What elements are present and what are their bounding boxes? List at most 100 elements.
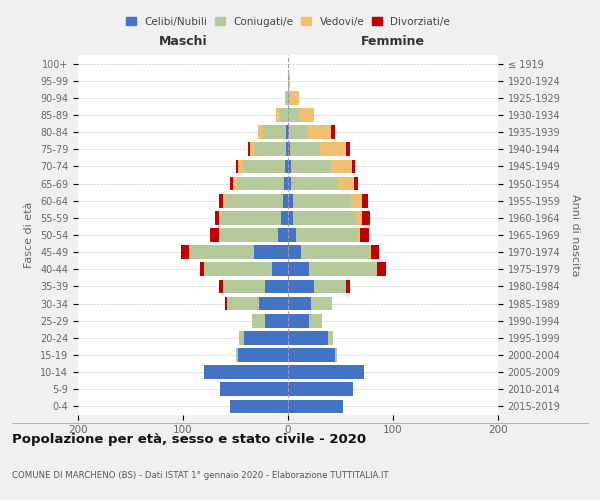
Bar xyxy=(235,160,238,173)
Bar xyxy=(288,211,293,224)
Bar xyxy=(288,246,301,259)
Bar xyxy=(286,91,288,104)
Bar xyxy=(354,176,358,190)
Bar xyxy=(220,382,288,396)
Bar xyxy=(181,246,189,259)
Bar xyxy=(252,314,265,328)
Bar xyxy=(299,108,314,122)
Bar xyxy=(377,262,386,276)
Bar xyxy=(288,194,293,207)
Bar xyxy=(277,228,288,242)
Bar xyxy=(239,331,244,344)
Bar xyxy=(290,142,320,156)
Bar xyxy=(346,142,350,156)
Bar xyxy=(257,126,263,139)
Bar xyxy=(272,262,288,276)
Bar xyxy=(288,314,309,328)
Bar xyxy=(288,400,343,413)
Bar xyxy=(263,126,286,139)
Bar xyxy=(288,296,311,310)
Text: Femmine: Femmine xyxy=(361,35,425,48)
Bar xyxy=(283,194,288,207)
Bar xyxy=(361,211,370,224)
Bar xyxy=(309,262,377,276)
Bar xyxy=(361,194,368,207)
Bar xyxy=(309,314,322,328)
Bar xyxy=(311,296,332,310)
Bar xyxy=(291,160,331,173)
Bar xyxy=(230,176,233,190)
Bar xyxy=(288,331,328,344)
Bar xyxy=(204,262,272,276)
Bar xyxy=(210,228,218,242)
Bar xyxy=(288,74,290,88)
Bar xyxy=(238,348,288,362)
Bar xyxy=(288,382,353,396)
Bar xyxy=(244,331,288,344)
Bar xyxy=(320,142,346,156)
Y-axis label: Fasce di età: Fasce di età xyxy=(25,202,34,268)
Bar xyxy=(286,142,288,156)
Bar xyxy=(293,211,356,224)
Bar xyxy=(280,108,288,122)
Bar xyxy=(288,126,289,139)
Bar xyxy=(277,108,280,122)
Bar xyxy=(236,176,284,190)
Bar xyxy=(352,160,355,173)
Bar xyxy=(369,246,371,259)
Bar xyxy=(250,142,254,156)
Bar xyxy=(265,314,288,328)
Bar xyxy=(371,246,379,259)
Bar xyxy=(218,211,220,224)
Bar xyxy=(238,160,243,173)
Bar xyxy=(290,91,299,104)
Bar xyxy=(346,280,350,293)
Bar xyxy=(243,160,285,173)
Bar xyxy=(284,176,288,190)
Bar xyxy=(259,296,288,310)
Text: Maschi: Maschi xyxy=(158,35,208,48)
Bar xyxy=(281,211,288,224)
Bar xyxy=(254,246,288,259)
Bar xyxy=(265,280,288,293)
Bar xyxy=(288,280,314,293)
Legend: Celibi/Nubili, Coniugati/e, Vedovi/e, Divorziati/e: Celibi/Nubili, Coniugati/e, Vedovi/e, Di… xyxy=(123,14,453,30)
Bar xyxy=(218,194,223,207)
Bar xyxy=(220,228,277,242)
Bar xyxy=(338,176,354,190)
Bar xyxy=(285,160,288,173)
Y-axis label: Anni di nascita: Anni di nascita xyxy=(570,194,580,276)
Bar xyxy=(288,108,299,122)
Bar xyxy=(361,228,369,242)
Bar xyxy=(225,194,283,207)
Bar xyxy=(296,228,358,242)
Bar xyxy=(335,348,337,362)
Text: Popolazione per età, sesso e stato civile - 2020: Popolazione per età, sesso e stato civil… xyxy=(12,432,366,446)
Bar xyxy=(301,246,369,259)
Bar xyxy=(293,194,351,207)
Bar xyxy=(288,348,335,362)
Bar xyxy=(254,142,286,156)
Bar xyxy=(223,280,265,293)
Text: COMUNE DI MARCHENO (BS) - Dati ISTAT 1° gennaio 2020 - Elaborazione TUTTITALIA.I: COMUNE DI MARCHENO (BS) - Dati ISTAT 1° … xyxy=(12,470,389,480)
Bar xyxy=(356,211,361,224)
Bar xyxy=(248,142,250,156)
Bar xyxy=(308,126,331,139)
Bar xyxy=(358,228,361,242)
Bar xyxy=(200,262,204,276)
Bar xyxy=(288,366,364,379)
Bar xyxy=(288,176,291,190)
Bar xyxy=(314,280,346,293)
Bar xyxy=(223,194,225,207)
Bar xyxy=(289,126,308,139)
Bar xyxy=(288,228,296,242)
Bar xyxy=(218,228,220,242)
Bar xyxy=(288,91,290,104)
Bar xyxy=(235,348,238,362)
Bar xyxy=(288,160,291,173)
Bar xyxy=(225,296,227,310)
Bar xyxy=(331,126,335,139)
Bar xyxy=(291,176,338,190)
Bar xyxy=(233,176,236,190)
Bar xyxy=(351,194,361,207)
